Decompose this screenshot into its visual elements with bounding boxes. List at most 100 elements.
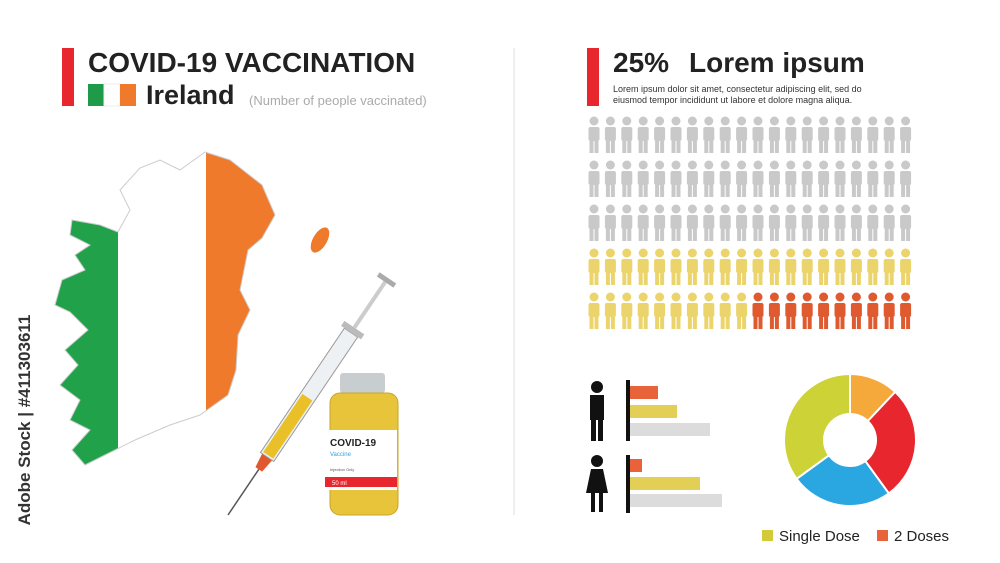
person-icon [900, 248, 912, 285]
person-icon [883, 204, 895, 241]
person-body [604, 171, 616, 185]
person-body [850, 259, 862, 273]
person-head [737, 160, 747, 170]
person-leg [704, 141, 709, 153]
person-leg [901, 273, 906, 285]
person-body [818, 259, 830, 273]
person-head [802, 116, 812, 126]
person-icon [867, 116, 879, 153]
person-body [785, 303, 797, 317]
person-leg [725, 273, 730, 285]
person-icon [637, 292, 649, 329]
person-head [786, 248, 796, 258]
person-icon [621, 116, 633, 153]
person-leg [774, 317, 779, 329]
person-leg [769, 141, 774, 153]
person-body [621, 303, 633, 317]
watermark: Adobe Stock | #411303611 [15, 315, 34, 526]
person-leg [737, 185, 742, 197]
person-body [834, 215, 846, 229]
person-leg [824, 185, 829, 197]
person-leg [720, 273, 725, 285]
person-leg [758, 229, 763, 241]
person-leg [807, 273, 812, 285]
person-leg [643, 273, 648, 285]
person-leg [737, 229, 742, 241]
person-body [588, 127, 600, 141]
person-icon [768, 248, 780, 285]
person-icon [654, 160, 666, 197]
person-leg [769, 229, 774, 241]
person-icon [588, 248, 600, 285]
person-icon [752, 160, 764, 197]
person-body [752, 259, 764, 273]
person-head [868, 248, 878, 258]
person-leg [687, 273, 692, 285]
person-leg [704, 185, 709, 197]
accent-bar [62, 48, 74, 106]
person-body [703, 303, 715, 317]
person-body [719, 215, 731, 229]
person-head [589, 248, 599, 258]
vial [325, 373, 399, 516]
person-leg [692, 141, 697, 153]
person-leg [687, 141, 692, 153]
person-leg [742, 229, 747, 241]
stat-heading: Lorem ipsum [689, 47, 865, 78]
person-leg [774, 229, 779, 241]
person-leg [901, 317, 906, 329]
person-leg [901, 185, 906, 197]
person-body [588, 215, 600, 229]
person-leg [835, 229, 840, 241]
person-leg [742, 185, 747, 197]
person-leg [819, 229, 824, 241]
person-body [768, 303, 780, 317]
person-leg [791, 185, 796, 197]
person-head [720, 292, 730, 302]
person-leg [655, 141, 660, 153]
person-body [900, 171, 912, 185]
person-leg [802, 317, 807, 329]
person-icon [703, 292, 715, 329]
person-body [588, 303, 600, 317]
person-head [687, 116, 697, 126]
person-head [769, 292, 779, 302]
person-leg [605, 317, 610, 329]
person-icon [719, 116, 731, 153]
person-icon [604, 160, 616, 197]
person-leg [873, 273, 878, 285]
person-head [884, 248, 894, 258]
person-icon [752, 248, 764, 285]
person-leg [687, 229, 692, 241]
person-body [785, 259, 797, 273]
person-head [901, 116, 911, 126]
person-leg [594, 185, 599, 197]
person-body [604, 127, 616, 141]
person-leg [610, 141, 615, 153]
person-head [819, 292, 829, 302]
person-leg [655, 317, 660, 329]
person-icon [736, 248, 748, 285]
person-head [802, 160, 812, 170]
legend-label: Single Dose [779, 528, 860, 545]
person-head [737, 248, 747, 258]
person-body [867, 171, 879, 185]
person-head [687, 248, 697, 258]
person-head [868, 292, 878, 302]
person-icon [752, 116, 764, 153]
person-icon [883, 292, 895, 329]
bar [630, 405, 677, 418]
person-icon [867, 292, 879, 329]
person-head [901, 204, 911, 214]
person-leg [807, 185, 812, 197]
person-icon [654, 292, 666, 329]
person-icon [686, 160, 698, 197]
person-head [819, 160, 829, 170]
stat-percent: 25% [613, 47, 669, 78]
person-body [883, 127, 895, 141]
person-icon [621, 204, 633, 241]
accent-bar [587, 48, 599, 106]
person-head [589, 292, 599, 302]
person-body [768, 171, 780, 185]
